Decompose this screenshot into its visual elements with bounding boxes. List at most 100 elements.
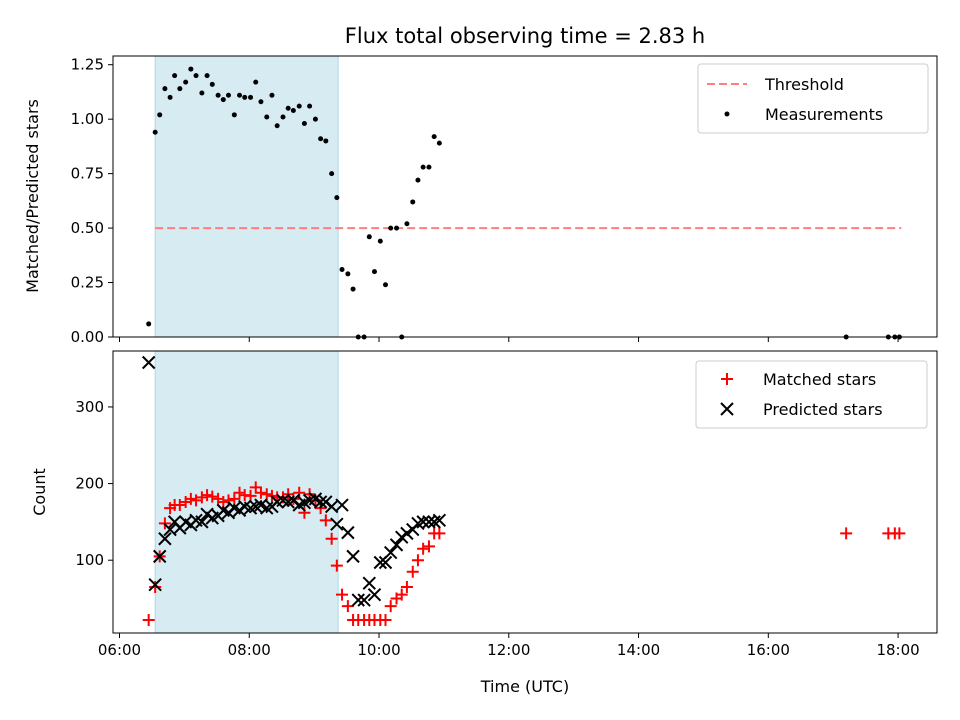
measurement-point xyxy=(274,123,280,129)
measurement-point xyxy=(225,92,231,98)
matched-star-point xyxy=(249,481,262,494)
top-y-tick-label: 0.50 xyxy=(71,219,104,237)
bottom-y-tick-label: 200 xyxy=(75,475,104,493)
matched-star-point xyxy=(195,491,208,504)
measurement-point xyxy=(248,94,254,100)
matched-star-point xyxy=(206,490,219,503)
bottom-x-tick-label: 10:00 xyxy=(357,641,400,659)
matched-star-point xyxy=(379,613,392,626)
measurement-point xyxy=(383,282,389,288)
legend-measurements-label: Measurements xyxy=(765,105,883,124)
measurement-point xyxy=(436,140,442,146)
matched-star-point xyxy=(341,600,354,613)
measurement-point xyxy=(296,103,302,109)
matched-star-point xyxy=(149,581,162,594)
top-legend-box xyxy=(697,63,929,134)
predicted-star-point xyxy=(330,517,344,531)
matched-star-point xyxy=(417,542,430,555)
measurement-point xyxy=(329,171,335,177)
measurement-point xyxy=(366,234,372,240)
matched-star-point xyxy=(201,489,214,502)
matched-star-point xyxy=(319,514,332,527)
bottom-y-tick-label: 300 xyxy=(75,398,104,416)
bottom-x-tick-label: 06:00 xyxy=(98,641,141,659)
legend-predicted-label: Predicted stars xyxy=(763,400,883,419)
top-y-tick-label: 0.00 xyxy=(71,328,104,346)
measurement-point xyxy=(220,97,226,103)
predicted-star-point xyxy=(341,525,355,540)
measurement-point xyxy=(394,225,400,231)
matched-star-point xyxy=(228,492,241,505)
predicted-star-point xyxy=(313,495,328,509)
measurement-point xyxy=(318,136,324,142)
matched-star-point xyxy=(184,492,197,505)
top-y-tick-label: 1.00 xyxy=(71,110,104,128)
measurement-point xyxy=(388,225,394,231)
measurement-point xyxy=(193,73,199,79)
predicted-star-point xyxy=(158,532,172,546)
bottom-panel: 100 200 300 06:00 08:00 10:00 12:00 14:00 16:00 1… xyxy=(30,350,938,696)
count-points xyxy=(141,355,906,626)
measurement-point xyxy=(404,221,410,227)
matched-star-point xyxy=(406,565,419,578)
predicted-star-point xyxy=(141,355,156,370)
predicted-star-point xyxy=(373,555,388,570)
measurement-point xyxy=(290,107,296,113)
matched-star-point xyxy=(840,527,853,540)
measurement-point xyxy=(215,92,221,98)
measurement-point xyxy=(199,90,205,96)
legend-matched-label: Matched stars xyxy=(763,370,876,389)
predicted-star-point xyxy=(389,538,404,552)
matched-star-point xyxy=(233,486,246,499)
measurement-point xyxy=(339,266,345,272)
legend-matched-swatch xyxy=(721,373,733,385)
measurement-point xyxy=(371,269,377,275)
predicted-star-point xyxy=(148,578,162,592)
bottom-axes: 100 200 300 06:00 08:00 10:00 12:00 14:00 16:00 1… xyxy=(75,398,919,659)
predicted-star-point xyxy=(195,515,209,529)
bottom-shaded-interval xyxy=(154,350,339,634)
predicted-star-point xyxy=(153,549,167,564)
matched-star-point xyxy=(411,554,424,567)
measurement-point xyxy=(264,114,270,120)
measurement-point xyxy=(312,116,318,122)
measurement-point xyxy=(167,94,173,100)
x-axis-label: Time (UTC) xyxy=(480,677,569,696)
legend-predicted-swatch xyxy=(720,402,734,416)
matched-star-point xyxy=(298,506,311,519)
measurement-point xyxy=(350,286,356,292)
bottom-legend: Matched stars Predicted stars xyxy=(695,360,928,429)
matched-star-point xyxy=(395,588,408,601)
top-axes: 0.00 0.25 0.50 0.75 1.00 1.25 xyxy=(71,56,899,346)
top-panel: Flux total observing time = 2.83 h 0.000… xyxy=(23,24,938,346)
measurement-point xyxy=(431,134,437,140)
bottom-y-axis-label: Count xyxy=(30,468,49,516)
bottom-x-tick-label: 12:00 xyxy=(487,641,530,659)
matched-star-point xyxy=(893,527,906,540)
matched-star-point xyxy=(330,559,343,572)
measurement-point xyxy=(146,321,152,327)
top-y-axis-label: Matched/Predicted stars xyxy=(23,99,42,293)
measurement-point xyxy=(204,73,210,79)
measurement-point xyxy=(410,199,416,205)
predicted-star-point xyxy=(378,555,393,570)
measurement-point xyxy=(253,79,259,85)
predicted-star-point xyxy=(383,545,398,560)
matched-star-point xyxy=(400,581,413,594)
predicted-star-point xyxy=(335,498,349,512)
predicted-star-point xyxy=(362,576,376,590)
matched-star-point xyxy=(433,527,446,540)
matched-star-point xyxy=(384,600,397,613)
measurement-point xyxy=(334,195,340,201)
measurement-point xyxy=(177,86,183,92)
measurement-point xyxy=(209,81,215,87)
predicted-star-point xyxy=(346,549,360,564)
measurement-point xyxy=(285,105,291,111)
top-shaded-interval xyxy=(154,55,339,338)
measurement-point xyxy=(183,79,189,85)
bottom-legend-box xyxy=(695,360,928,429)
matched-star-point xyxy=(325,532,338,545)
matched-star-point xyxy=(244,489,257,502)
predicted-star-point xyxy=(432,513,447,528)
predicted-star-point xyxy=(351,593,365,607)
